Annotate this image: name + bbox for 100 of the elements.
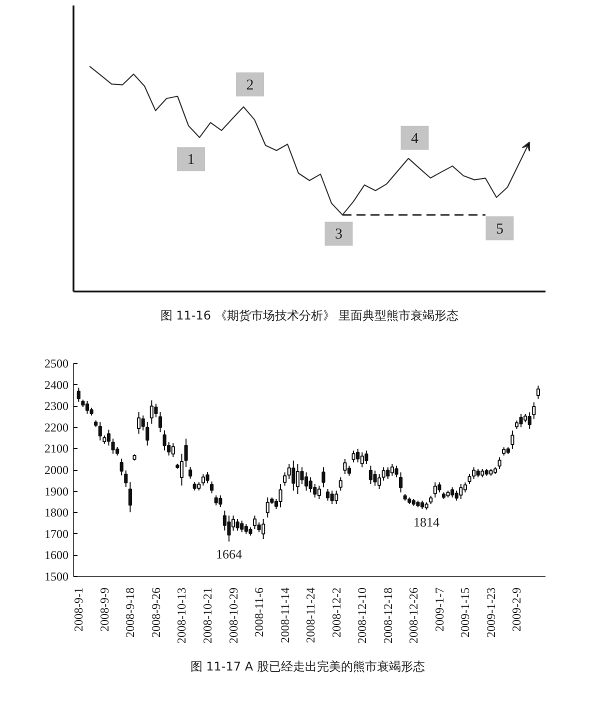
candlestick	[472, 466, 476, 480]
candlestick	[214, 494, 218, 506]
annotation: 5	[496, 221, 504, 238]
candlestick	[154, 403, 158, 418]
candlestick	[317, 485, 321, 500]
candlestick	[227, 515, 231, 542]
y-tick-label: 1800	[44, 506, 68, 520]
candlestick	[76, 387, 80, 402]
candlestick	[266, 496, 270, 518]
candlestick	[326, 488, 330, 502]
x-tick-label: 2008-12-18	[380, 587, 395, 644]
x-tick-label: 2009-1-23	[484, 587, 498, 638]
y-tick-label: 1500	[44, 570, 68, 584]
y-tick-label: 2500	[44, 356, 68, 370]
candlestick	[364, 450, 368, 465]
annotation: 1664	[216, 546, 242, 562]
y-tick-label: 2300	[44, 399, 68, 414]
candlestick	[386, 466, 390, 480]
annotation: 2	[246, 77, 254, 94]
y-tick-label: 2200	[44, 420, 68, 434]
candlestick	[343, 458, 347, 475]
annotation: 3	[335, 226, 343, 243]
x-tick-label: 2008-9-9	[97, 587, 112, 632]
x-tick-label: 2008-10-21	[200, 587, 214, 644]
candlestick	[394, 465, 398, 478]
candlestick	[438, 482, 442, 493]
candlestick	[278, 484, 282, 508]
candlestick	[322, 466, 326, 488]
candlestick	[304, 472, 308, 492]
candlestick	[136, 412, 141, 434]
candlestick	[231, 515, 236, 532]
x-tick-label: 2008-12-2	[329, 587, 344, 638]
candlestick	[111, 438, 115, 454]
candlestick	[454, 490, 458, 502]
candlestick	[180, 453, 184, 486]
annotation: 1814	[414, 514, 440, 530]
candlestick	[283, 472, 287, 486]
y-tick-label: 1600	[44, 548, 68, 562]
candlestick	[171, 442, 175, 458]
candlestick	[334, 490, 338, 505]
candlestick	[120, 458, 124, 476]
y-tick-label: 2000	[44, 463, 68, 477]
x-tick-label: 2008-9-18	[123, 587, 138, 638]
candlestick	[330, 490, 334, 505]
candlestick	[218, 494, 222, 508]
candlestick	[352, 450, 356, 463]
candlestick	[347, 465, 352, 476]
x-tick-label: 2008-10-29	[226, 587, 240, 644]
x-tick-label: 2009-1-7	[432, 587, 446, 632]
candlestick	[128, 482, 132, 513]
candlestick	[210, 481, 214, 494]
candlestick	[519, 413, 523, 428]
candlestick	[257, 522, 261, 533]
candlestick	[498, 456, 502, 470]
text: 图 11-17 A 股已经走出完美的熊市衰竭形态	[190, 660, 425, 674]
candlestick	[124, 470, 128, 488]
candlestick	[252, 515, 257, 530]
y-tick-label: 2100	[44, 442, 68, 456]
candlestick	[528, 412, 532, 430]
x-tick-label: 2008-11-24	[304, 588, 318, 644]
candlestick	[236, 518, 240, 532]
x-tick-label: 2008-12-26	[406, 587, 421, 644]
x-tick-label: 2008-9-26	[148, 587, 163, 638]
candlestick	[300, 466, 304, 485]
x-tick-label: 2008-12-10	[355, 587, 370, 644]
candlestick	[146, 422, 150, 446]
candlestick	[98, 422, 102, 441]
x-tick-label: 2009-2-9	[510, 587, 524, 632]
candlestick	[532, 402, 536, 420]
annotation: 4	[411, 130, 420, 147]
candlestick	[313, 484, 317, 498]
y-tick-label: 2400	[44, 378, 68, 392]
candlestick	[338, 476, 342, 492]
x-tick-label: 2008-10-13	[174, 587, 189, 644]
x-tick-label: 2008-9-1	[72, 587, 86, 632]
x-tick-label: 2009-1-15	[458, 587, 472, 638]
candlestick	[206, 472, 210, 484]
candlestick	[373, 470, 377, 486]
candlestick	[433, 482, 437, 498]
candlestick	[188, 466, 192, 480]
text: 图 11-16 《期货市场技术分析》 里面典型熊市衰竭形态	[160, 308, 459, 322]
candlestick	[382, 466, 386, 482]
candlestick	[510, 430, 514, 450]
x-tick-label: 2008-11-14	[278, 588, 292, 644]
candlestick	[244, 524, 248, 534]
candlestick	[158, 412, 162, 433]
candlestick	[162, 430, 166, 451]
candlestick	[85, 400, 90, 414]
annotation: 1	[187, 152, 195, 168]
candlestick	[184, 438, 188, 468]
candlestick	[150, 400, 154, 424]
candlestick	[463, 482, 467, 493]
candlestick	[106, 429, 111, 446]
x-tick-label: 2008-11-6	[252, 588, 266, 638]
candlestick	[360, 452, 364, 468]
candlestick	[141, 414, 145, 431]
y-tick-label: 1900	[44, 484, 68, 498]
y-tick-label: 1700	[44, 526, 68, 541]
candlestick	[398, 472, 403, 493]
candlestick	[468, 474, 472, 485]
